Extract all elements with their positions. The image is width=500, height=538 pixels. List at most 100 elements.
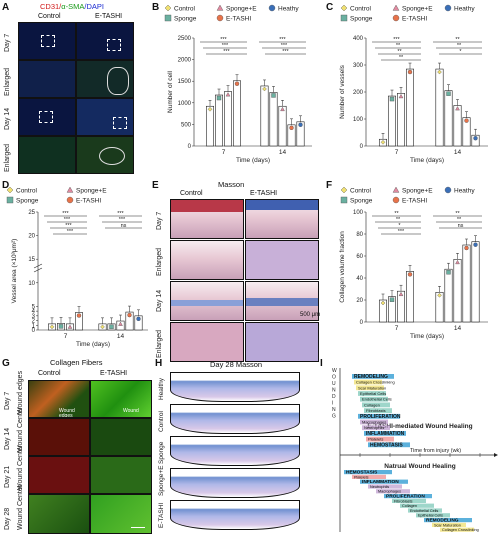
panel-i-top-phase-bar bbox=[366, 436, 394, 442]
micrograph-g-control-day21 bbox=[28, 456, 90, 494]
panel-i-axis-letter: D bbox=[332, 394, 336, 400]
panel-i-bottom-phase-label: Epithelial Cells bbox=[418, 514, 443, 518]
panel-C-y-title: Number of vessels bbox=[339, 64, 346, 119]
micrograph-e-control-enlarged1 bbox=[170, 240, 244, 280]
panel-D-x-tick-label: 14 bbox=[117, 333, 125, 340]
micrograph-h-strip bbox=[170, 500, 300, 530]
panel-F-y-tick-label: 0 bbox=[360, 320, 364, 326]
panel-B-y-tick-label: 1000 bbox=[178, 101, 192, 107]
panel-g-col-etashi: E-TASHI bbox=[100, 370, 128, 377]
panel-B-point bbox=[271, 93, 276, 98]
panel-F-point bbox=[473, 242, 478, 247]
panel-i-top-phase-bar bbox=[358, 391, 386, 396]
panel-D-point bbox=[127, 312, 132, 318]
panel-D-sig-label: ns bbox=[121, 223, 127, 229]
panel-B-y-title: Number of cell bbox=[167, 70, 174, 112]
panel-B-point bbox=[298, 122, 303, 128]
panel-C-sig-label: ** bbox=[396, 43, 401, 49]
panel-i-bottom-phase-label: PROLIFERATION bbox=[386, 494, 425, 500]
panel-i-top-phase-label: Collagen bbox=[364, 402, 380, 407]
panel-b-legend-marker bbox=[268, 4, 276, 12]
panel-i-bottom-phase-bar bbox=[432, 522, 466, 527]
panel-C-point bbox=[446, 91, 451, 96]
panel-f-legend-label: Sponge+E bbox=[402, 187, 433, 194]
title-asma: α-SMA bbox=[61, 2, 85, 11]
panel-i-bottom-caption: Natrual Wound Healing bbox=[384, 463, 455, 470]
panel-i-bottom-phase-bar bbox=[424, 518, 472, 523]
panel-B-sig-label: *** bbox=[279, 37, 286, 43]
scale-bar-e: 500 μm bbox=[300, 312, 321, 318]
panel-i-top-phase-bar bbox=[360, 396, 388, 402]
panel-C-point bbox=[407, 69, 413, 75]
panel-i-top-phase-label: Collagen Crosslinking bbox=[356, 380, 395, 385]
panel-i-top-phase-bar bbox=[364, 431, 406, 436]
panel-i-bottom-phase-bar bbox=[440, 527, 474, 532]
panel-b-legend-label: Sponge bbox=[174, 15, 197, 22]
panel-D-point bbox=[76, 313, 82, 318]
panel-label-f: F bbox=[326, 180, 333, 191]
panel-B-y-tick-label: 1500 bbox=[178, 79, 192, 85]
panel-C-point bbox=[389, 96, 395, 102]
micrograph-g-control-day14 bbox=[28, 418, 90, 456]
panel-B-y-tick-label: 2000 bbox=[178, 58, 192, 64]
panel-f-legend-marker bbox=[392, 186, 400, 193]
panel-i-top-phase-bar bbox=[364, 408, 392, 413]
panel-D-y-tick-label: 0 bbox=[32, 328, 36, 334]
panel-C-sig-label: ** bbox=[399, 55, 404, 61]
micrograph-g-etashi-day21 bbox=[90, 456, 152, 494]
panel-C-bar bbox=[387, 95, 396, 147]
panel-B-point bbox=[262, 86, 267, 92]
micrograph-a-control-day14 bbox=[18, 98, 76, 136]
panel-i-bottom-phase-bar bbox=[408, 508, 442, 513]
panel-B-sig-label: *** bbox=[282, 49, 289, 55]
panel-i-axis-letter: N bbox=[332, 388, 336, 394]
panel-b-legend-marker bbox=[216, 14, 224, 22]
panel-B-point bbox=[280, 106, 285, 112]
panel-F-sig-label: ** bbox=[394, 211, 399, 217]
panel-d-legend-label: Sponge bbox=[16, 197, 39, 204]
micrograph-a-control-day7 bbox=[18, 22, 76, 60]
panel-i-bottom-phase-bar bbox=[344, 470, 392, 475]
panel-F-point bbox=[437, 293, 442, 298]
panel-i-axis-caption: Time from injury (wk) bbox=[410, 448, 461, 454]
panel-C-sig-label: ** bbox=[455, 37, 460, 43]
panel-label-c: C bbox=[326, 2, 334, 13]
micrograph-g-etashi-day7: Wound bbox=[90, 380, 152, 418]
panel-D-sig-label: *** bbox=[119, 217, 126, 223]
panel-F-point bbox=[389, 297, 395, 302]
panel-F-bar bbox=[453, 258, 462, 323]
panel-D-point bbox=[49, 324, 55, 330]
micrograph-e-control-enlarged2 bbox=[170, 322, 244, 362]
panel-D-point bbox=[109, 324, 114, 330]
micrograph-e-etashi-day7 bbox=[245, 199, 319, 239]
panel-f-legend-label: Heathy bbox=[454, 187, 475, 194]
panel-i-top-phase-label: Platelets bbox=[368, 437, 383, 442]
micrograph-a-etashi-enlarged1 bbox=[76, 60, 134, 98]
panel-B-y-tick-label: 0 bbox=[188, 144, 192, 150]
panel-label-b: B bbox=[152, 2, 160, 13]
title-cd31: CD31/ bbox=[40, 2, 62, 11]
panel-B-point bbox=[234, 81, 240, 86]
panel-F-point bbox=[380, 300, 386, 306]
panel-c-legend-marker bbox=[340, 4, 348, 12]
panel-c-legend-marker bbox=[392, 4, 400, 11]
micrograph-h-strip bbox=[170, 468, 300, 498]
panel-B-x-tick-label: 14 bbox=[279, 149, 287, 156]
panel-b-legend-label: E-TASHI bbox=[226, 15, 251, 22]
panel-D-point bbox=[136, 316, 141, 322]
panel-C-bar bbox=[453, 105, 462, 147]
micrograph-a-etashi-enlarged2 bbox=[76, 136, 134, 174]
panel-i-top-phase-bar bbox=[362, 402, 390, 408]
panel-D-y-tick-label: 25 bbox=[28, 210, 35, 216]
panel-d-axis-break bbox=[33, 263, 43, 269]
panel-F-sig-label: *** bbox=[398, 229, 405, 235]
panel-i-axis-letter: N bbox=[332, 407, 336, 413]
micrograph-g-etashi-day28 bbox=[90, 494, 152, 534]
panel-a-col-control: Control bbox=[38, 13, 61, 20]
panel-i-bottom-phase-bar bbox=[368, 484, 402, 489]
panel-D-y-tick-label: 15 bbox=[28, 257, 35, 263]
panel-i-top-phase-label: Epithelial Cells bbox=[360, 391, 386, 396]
panel-i-axis-letter: G bbox=[332, 414, 336, 420]
